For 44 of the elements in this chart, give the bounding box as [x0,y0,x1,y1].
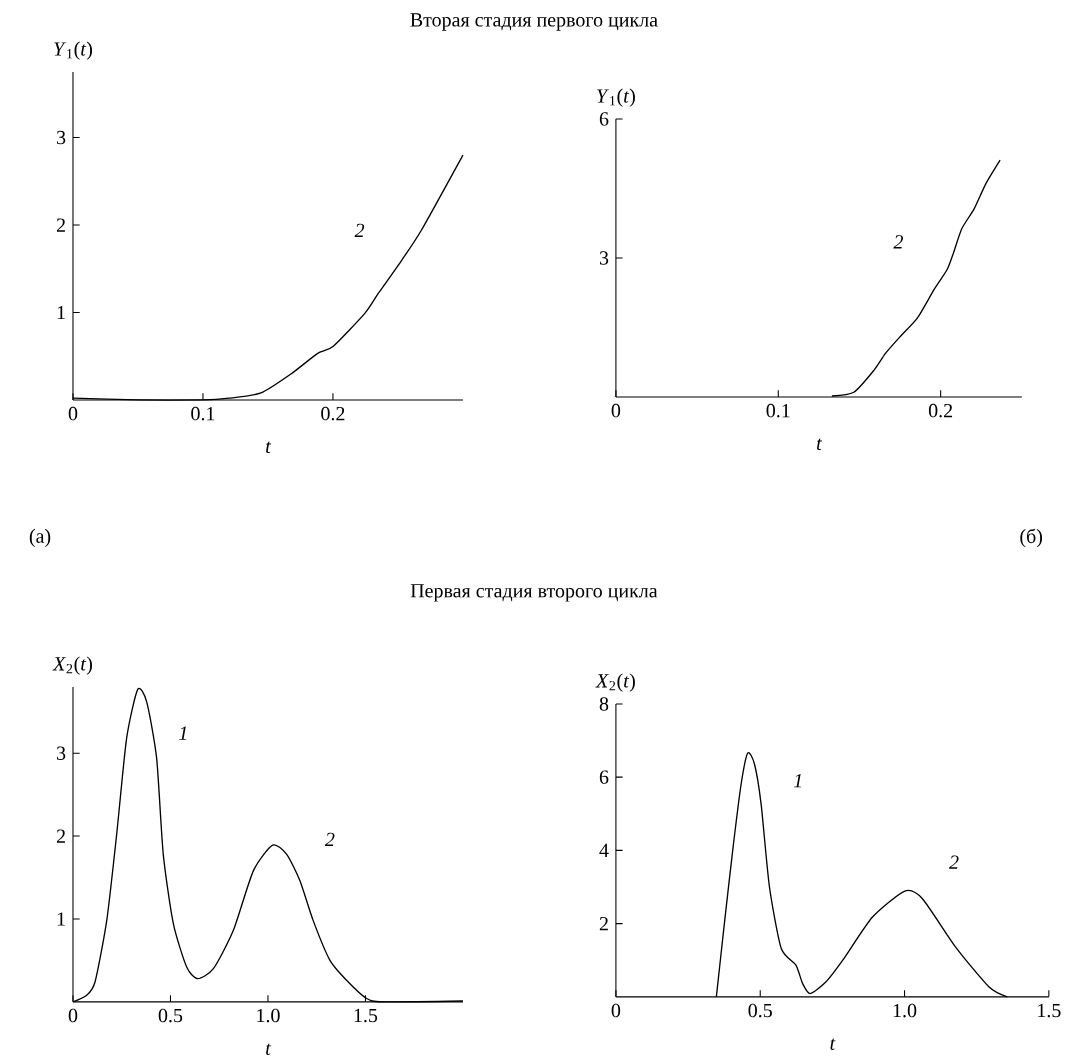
x-axis-title: t [266,1043,272,1056]
x-tick-label: 0.2 [321,407,345,421]
x-axis-title: t [830,1038,836,1051]
x-tick-label: 1.5 [354,1009,378,1023]
x-tick-label: 0.1 [766,404,790,418]
x-axis-title: t [266,441,272,454]
x-tick-label: 0 [68,1009,78,1023]
text: (а) [29,529,51,548]
x-tick-label: 0.2 [928,404,953,418]
annotation: 1 [793,774,802,788]
y-tick-label: 6 [599,770,609,785]
y-tick-label: 2 [56,829,65,843]
text: Первая стадия второго цикла [410,584,658,602]
y-tick-label: 1 [57,306,65,320]
annotation: 2 [324,832,335,847]
x-tick-label: 0.5 [748,1004,772,1018]
x-tick-label: 0 [68,407,78,421]
y-tick-label: 4 [599,844,609,858]
y-tick-label: 2 [599,917,608,931]
y-tick-label: 3 [57,131,66,145]
x-tick-label: 0 [611,404,621,418]
annotation: 1 [179,726,187,741]
y-axis-title: X$_{2}$(t) [52,656,92,675]
x-axis-title: t [816,438,823,451]
x-tick-label: 0 [611,1004,621,1018]
text: (б) [1020,528,1043,548]
y-tick-label: 3 [599,251,609,265]
y-tick-label: 8 [599,697,609,711]
x-tick-label: 0.1 [191,407,215,421]
y-tick-label: 3 [57,746,66,761]
y-tick-label: 1 [57,912,65,926]
x-tick-label: 1.5 [1038,1004,1061,1018]
y-tick-label: 6 [599,112,609,126]
y-axis-title: Y$_{1}$(t) [54,41,93,60]
annotation: 2 [893,235,903,249]
text: Вторая стадия первого цикла [410,13,658,31]
y-tick-label: 2 [56,218,65,232]
y-axis-title: Y$_{1}$(t) [597,88,635,107]
annotation: 2 [949,855,959,869]
x-tick-label: 1.0 [893,1004,917,1018]
y-axis-title: X$_{2}$(t) [595,673,635,692]
x-tick-label: 0.5 [158,1009,183,1023]
annotation: 2 [354,223,365,238]
x-tick-label: 1.0 [257,1009,280,1023]
